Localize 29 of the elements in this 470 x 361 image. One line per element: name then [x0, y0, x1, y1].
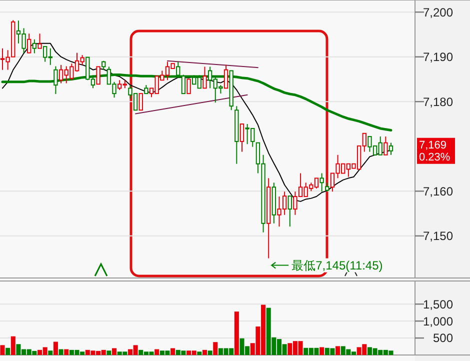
y-tick-label: 1,000 — [422, 314, 454, 328]
y-tick-label: 7,190 — [422, 50, 454, 64]
text: 7,169 — [419, 140, 447, 152]
y-tick-label: 7,150 — [422, 229, 454, 244]
y-tick-label: 7,180 — [422, 94, 454, 109]
bar — [197, 352, 202, 355]
bar — [6, 348, 10, 355]
text: 0.23% — [419, 152, 450, 164]
bar — [336, 346, 340, 355]
bar — [10, 336, 16, 355]
bar — [208, 350, 212, 355]
bar — [170, 348, 176, 355]
bar — [234, 312, 239, 355]
bar — [112, 348, 117, 355]
bar — [320, 347, 324, 355]
bar — [58, 349, 64, 355]
y-tick-label: 7,200 — [422, 5, 454, 20]
annotation: 最低7,145(11:45) — [292, 258, 383, 273]
y-tick-label: 1,500 — [422, 297, 454, 312]
bar — [106, 350, 112, 355]
bar — [48, 350, 53, 355]
bar — [154, 349, 160, 355]
bar — [53, 342, 58, 355]
bar — [0, 345, 5, 355]
bar — [64, 349, 69, 355]
y-tick-label: 7,160 — [422, 184, 454, 198]
y-tick-label: 500 — [432, 331, 454, 346]
bar — [213, 342, 218, 355]
bar — [202, 350, 207, 355]
